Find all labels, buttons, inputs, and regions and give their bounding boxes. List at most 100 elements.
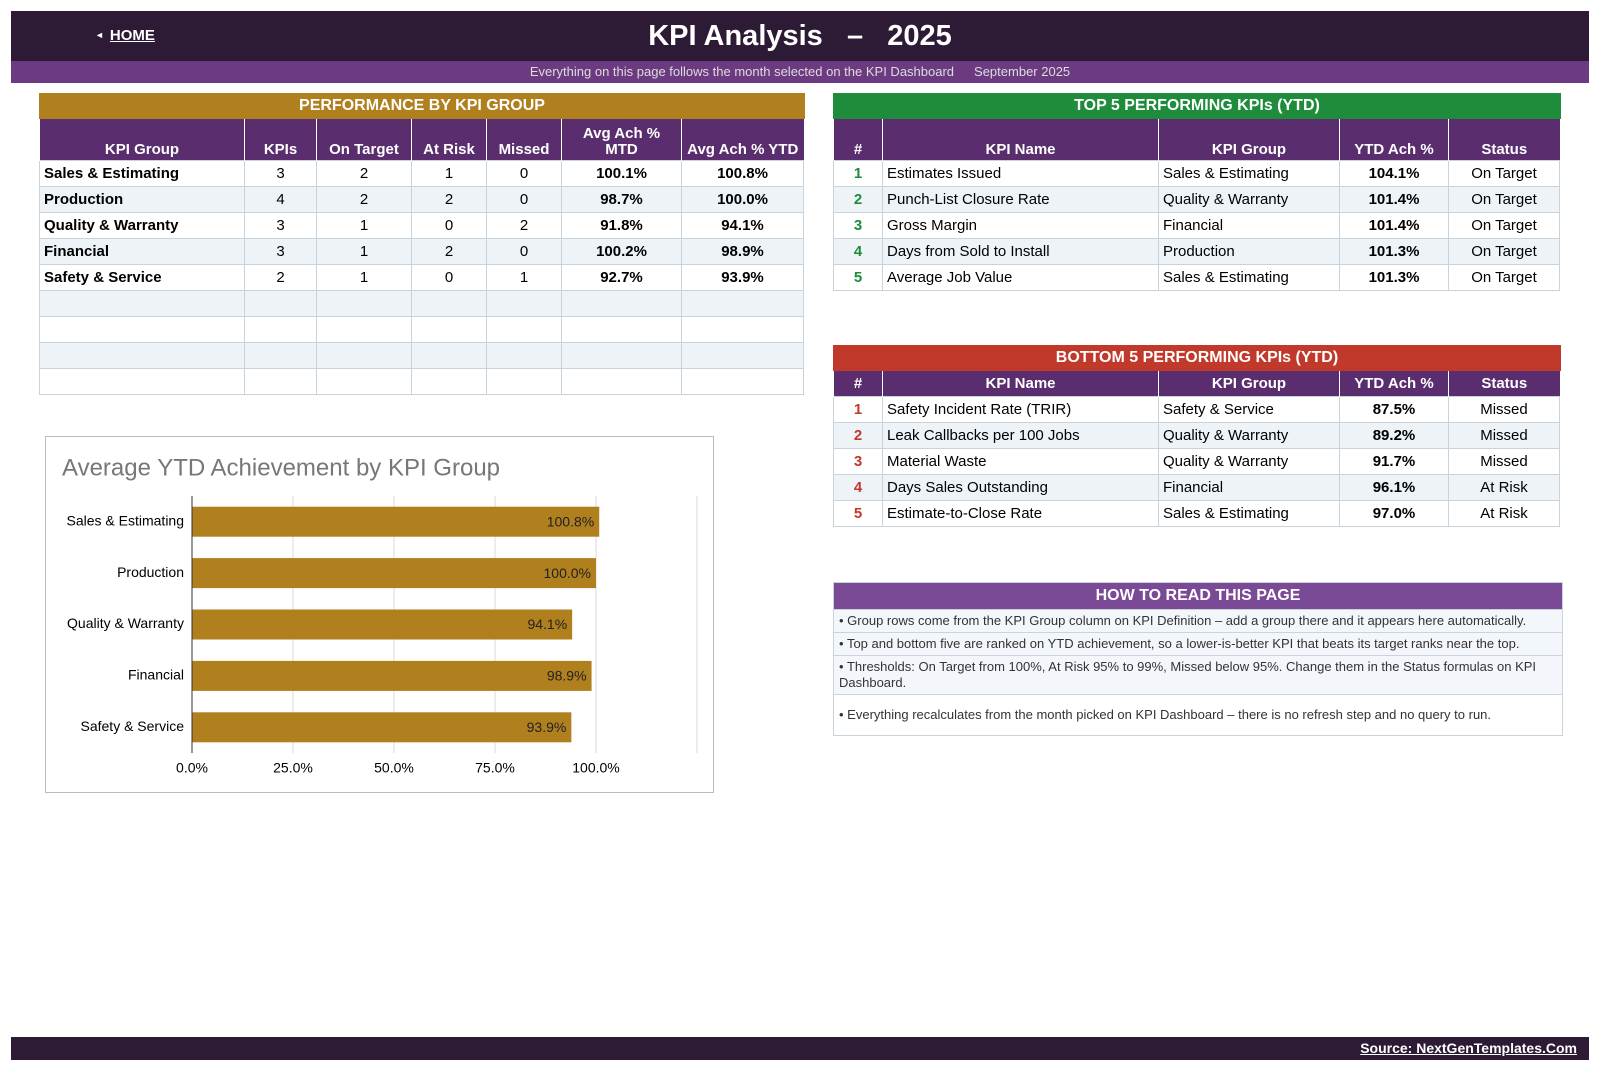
table-cell: Financial xyxy=(1158,474,1340,501)
empty-cell xyxy=(681,342,804,369)
table-cell: Punch-List Closure Rate xyxy=(882,186,1159,213)
table-cell: 87.5% xyxy=(1339,396,1449,423)
note-item: Group rows come from the KPI Group colum… xyxy=(834,609,1562,632)
note-item: Top and bottom five are ranked on YTD ac… xyxy=(834,632,1562,655)
column-header: # xyxy=(833,371,883,397)
x-tick-label: 0.0% xyxy=(176,760,208,776)
table-cell: Missed xyxy=(1448,448,1560,475)
chart-panel: Average YTD Achievement by KPI Group 0.0… xyxy=(45,436,714,793)
bar xyxy=(192,609,573,640)
table-cell: 91.7% xyxy=(1339,448,1449,475)
empty-cell xyxy=(561,342,682,369)
empty-cell xyxy=(681,316,804,343)
empty-cell xyxy=(561,368,682,395)
table-cell: On Target xyxy=(1448,212,1560,239)
table-cell: 100.1% xyxy=(561,160,682,187)
table-cell: At Risk xyxy=(1448,500,1560,527)
table-cell: Estimate-to-Close Rate xyxy=(882,500,1159,527)
empty-cell xyxy=(486,290,562,317)
y-tick-label: Sales & Estimating xyxy=(67,512,185,528)
table-cell: 3 xyxy=(833,448,883,475)
empty-cell xyxy=(39,368,245,395)
empty-row xyxy=(39,342,804,369)
footer-bar: Source: NextGenTemplates.Com xyxy=(11,1037,1589,1060)
table-row: 5 Estimate-to-Close Rate Sales & Estimatin… xyxy=(833,500,1560,527)
empty-cell xyxy=(244,316,317,343)
column-header: On Target xyxy=(316,119,412,161)
table-cell: 93.9% xyxy=(681,264,804,291)
table-row: 4 Days Sales Outstanding Financial 96.1% At … xyxy=(833,474,1560,501)
note-item: Thresholds: On Target from 100%, At Risk… xyxy=(834,655,1562,694)
empty-cell xyxy=(244,368,317,395)
home-link[interactable]: HOME xyxy=(95,27,155,44)
table-cell: Days Sales Outstanding xyxy=(882,474,1159,501)
table-cell: Gross Margin xyxy=(882,212,1159,239)
data-table: # KPI Name KPI Group YTD Ach % Status 1 Safety… xyxy=(833,371,1560,527)
table-cell: 92.7% xyxy=(561,264,682,291)
table-row: Safety & Service 2 1 0 1 92.7% 93.9% xyxy=(39,264,804,291)
table-cell: Production xyxy=(39,186,245,213)
table-row: 2 Punch-List Closure Rate Quality & Warran… xyxy=(833,186,1560,213)
empty-cell xyxy=(39,290,245,317)
table-cell: 1 xyxy=(316,264,412,291)
table-cell: Quality & Warranty xyxy=(39,212,245,239)
table-cell: Sales & Estimating xyxy=(39,160,245,187)
table-row: 3 Material Waste Quality & Warranty 91.7% Mi… xyxy=(833,448,1560,475)
data-table: # KPI Name KPI Group YTD Ach % Status 1 Estima… xyxy=(833,119,1560,291)
empty-cell xyxy=(316,290,412,317)
empty-cell xyxy=(486,316,562,343)
empty-cell xyxy=(561,316,682,343)
table-cell: 2 xyxy=(833,186,883,213)
table-cell: 91.8% xyxy=(561,212,682,239)
table-title: TOP 5 PERFORMING KPIs (YTD) xyxy=(833,93,1561,119)
empty-cell xyxy=(316,316,412,343)
empty-cell xyxy=(561,290,682,317)
table-cell: 101.3% xyxy=(1339,264,1449,291)
page-title: KPI Analysis – 2025 xyxy=(648,20,952,52)
table-cell: Missed xyxy=(1448,422,1560,449)
table-row: 4 Days from Sold to Install Production 101.… xyxy=(833,238,1560,265)
empty-cell xyxy=(39,316,245,343)
table-cell: 101.3% xyxy=(1339,238,1449,265)
table-row: Production 4 2 2 0 98.7% 100.0% xyxy=(39,186,804,213)
header-row: # KPI Name KPI Group YTD Ach % Status xyxy=(833,119,1560,161)
table-row: 1 Safety Incident Rate (TRIR) Safety & Ser… xyxy=(833,396,1560,423)
empty-cell xyxy=(681,290,804,317)
table-cell: Sales & Estimating xyxy=(1158,500,1340,527)
bar xyxy=(192,506,600,537)
table-cell: 100.2% xyxy=(561,238,682,265)
table-cell: 2 xyxy=(411,238,487,265)
column-header: Avg Ach % YTD xyxy=(681,119,804,161)
value-label: 93.9% xyxy=(527,719,567,735)
table-cell: 4 xyxy=(833,238,883,265)
empty-row xyxy=(39,290,804,317)
table-cell: Material Waste xyxy=(882,448,1159,475)
empty-row xyxy=(39,316,804,343)
table-cell: Quality & Warranty xyxy=(1158,186,1340,213)
table-row: Sales & Estimating 3 2 1 0 100.1% 100.8% xyxy=(39,160,804,187)
table-cell: Leak Callbacks per 100 Jobs xyxy=(882,422,1159,449)
y-tick-label: Quality & Warranty xyxy=(67,615,184,631)
table-cell: 104.1% xyxy=(1339,160,1449,187)
bar xyxy=(192,660,592,691)
empty-cell xyxy=(244,342,317,369)
value-label: 100.0% xyxy=(544,565,591,581)
empty-cell xyxy=(316,368,412,395)
x-tick-label: 50.0% xyxy=(374,760,414,776)
column-header: KPIs xyxy=(244,119,317,161)
table-row: 1 Estimates Issued Sales & Estimating 104.1… xyxy=(833,160,1560,187)
table-cell: Quality & Warranty xyxy=(1158,448,1340,475)
empty-cell xyxy=(681,368,804,395)
table-cell: 0 xyxy=(486,238,562,265)
group-table-panel: PERFORMANCE BY KPI GROUP KPI Group KPIs On … xyxy=(39,93,805,395)
table-row: Financial 3 1 2 0 100.2% 98.9% xyxy=(39,238,804,265)
table-cell: 1 xyxy=(316,212,412,239)
table-cell: 0 xyxy=(411,264,487,291)
bar xyxy=(192,712,572,743)
table-cell: 3 xyxy=(244,160,317,187)
x-tick-label: 25.0% xyxy=(273,760,313,776)
empty-cell xyxy=(411,342,487,369)
source-link[interactable]: Source: NextGenTemplates.Com xyxy=(1360,1040,1577,1056)
chart: Average YTD Achievement by KPI Group 0.0… xyxy=(62,454,698,776)
table-cell: On Target xyxy=(1448,264,1560,291)
